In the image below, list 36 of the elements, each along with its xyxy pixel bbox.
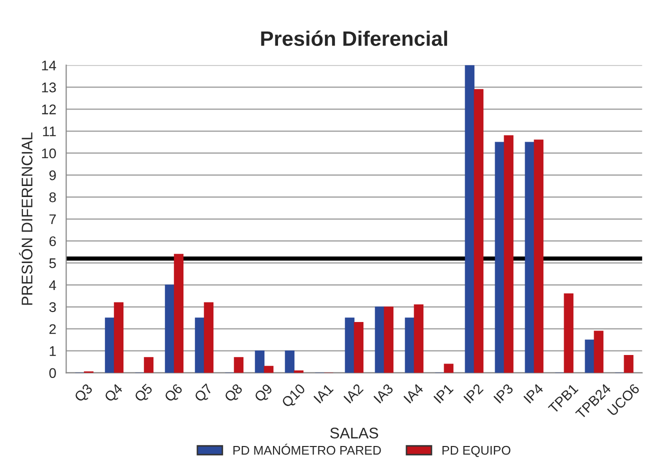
x-tick-label: Q8	[224, 383, 245, 404]
x-tick-label: IA2	[343, 383, 364, 404]
x-tick-label: Q6	[164, 383, 185, 404]
x-tick-label: Q10	[281, 383, 308, 410]
y-tick-label: 13	[42, 82, 56, 92]
x-tick-label: IP2	[463, 383, 484, 404]
x-tick-label: IA1	[313, 383, 334, 404]
y-tick-label: 14	[42, 60, 56, 70]
y-tick-label: 2	[49, 324, 56, 334]
legend-label: PD EQUIPO	[442, 446, 510, 457]
x-tick-label: Q9	[254, 383, 275, 404]
y-tick-label: 0	[49, 368, 56, 378]
x-axis-title: SALAS	[330, 428, 378, 438]
y-tick-label: 5	[49, 258, 56, 268]
y-tick-label: 7	[49, 214, 56, 224]
y-tick-label: 1	[50, 346, 56, 356]
x-tick-label: IA4	[403, 383, 424, 404]
y-axis-title: PRESIÓN DIFERENCIAL	[19, 132, 32, 305]
x-tick-label: IP4	[523, 383, 544, 404]
y-tick-label: 9	[49, 170, 56, 180]
chart-title: Presión Diferencial	[261, 30, 448, 46]
x-tick-label: Q5	[134, 383, 155, 404]
x-tick-label: IP1	[433, 383, 454, 404]
x-tick-label: Q7	[194, 383, 215, 404]
x-tick-label: Q4	[104, 383, 125, 404]
y-tick-label: 6	[49, 236, 56, 246]
y-tick-label: 12	[42, 104, 56, 114]
y-tick-label: 3	[49, 302, 56, 312]
y-tick-label: 4	[49, 280, 56, 290]
y-tick-label: 8	[49, 192, 56, 202]
legend-label: PD MANÓMETRO PARED	[233, 444, 381, 455]
x-tick-label: IA3	[373, 383, 394, 404]
x-tick-label: IP3	[493, 383, 514, 404]
y-tick-label: 11	[43, 126, 56, 136]
x-tick-label: Q3	[74, 383, 95, 404]
y-tick-label: 10	[42, 148, 56, 158]
